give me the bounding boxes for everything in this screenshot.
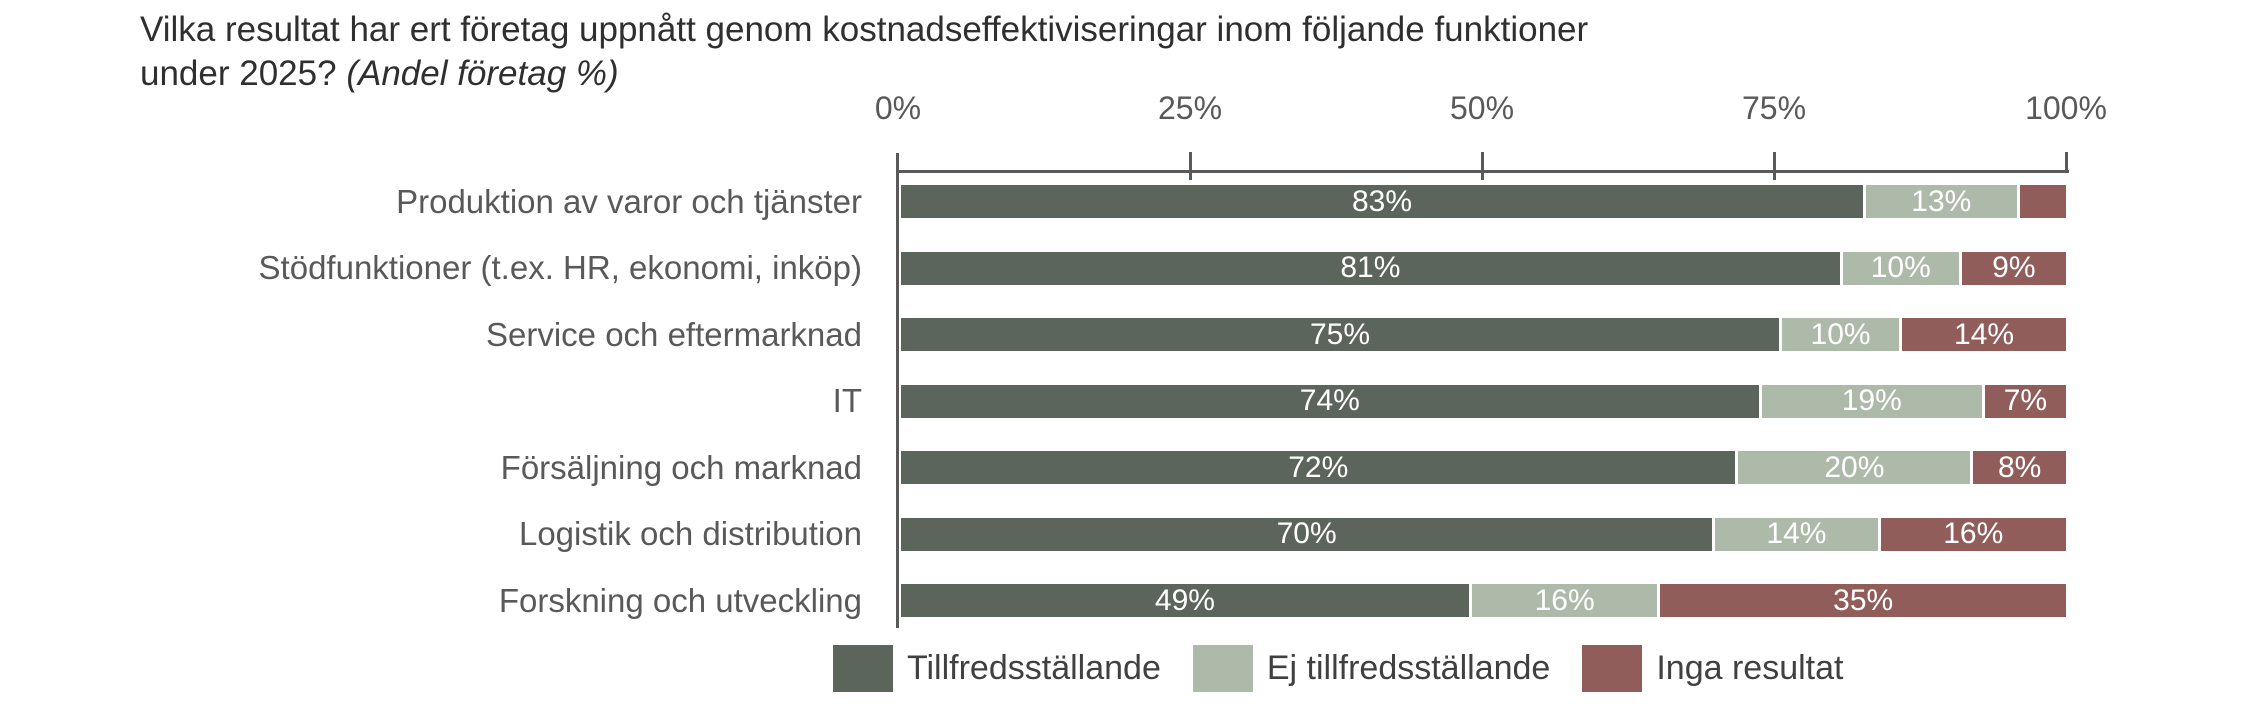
bar-value-label: 70% (1276, 517, 1337, 551)
x-tick-label: 50% (1449, 90, 1515, 126)
chart-title-line2: under 2025? (140, 54, 337, 93)
bar-segment: 81% (901, 251, 1840, 285)
bar-value-label: 10% (1870, 251, 1931, 285)
bar-value-label: 13% (1911, 185, 1972, 218)
category-label: Produktion av varor och tjänster (396, 182, 862, 220)
bar-value-label: 49% (1154, 584, 1215, 617)
bar-value-label: 35% (1833, 584, 1894, 617)
bar-row: 70% 14% 16% (901, 517, 2066, 551)
legend-item: Tillfredsställande (833, 645, 1161, 692)
x-tick-label: 75% (1741, 90, 1807, 126)
legend-label: Ej tillfredsställande (1266, 649, 1551, 687)
bar-segment: 16% (1468, 584, 1658, 617)
bar-value-label: 14% (1954, 318, 2015, 351)
legend-swatch (833, 645, 893, 692)
x-tick-label: 25% (1157, 90, 1223, 126)
bar-row: 49% 16% 35% (901, 584, 2066, 617)
bar-value-label: 83% (1351, 185, 1412, 218)
bar-segment: 8% (1970, 451, 2066, 484)
x-tick-mark (1189, 152, 1192, 180)
bar-value-label: 7% (2003, 384, 2048, 418)
bar-row: 72% 20% 8% (901, 451, 2066, 484)
bar-value-label: 14% (1766, 517, 1827, 551)
category-label: Försäljning och marknad (500, 448, 862, 486)
bar-segment: 75% (901, 318, 1780, 351)
chart-title-line1: Vilka resultat har ert företag uppnått g… (140, 10, 1589, 49)
x-tick-mark (1773, 152, 1776, 180)
bar-segment: 9% (1958, 251, 2067, 285)
x-axis-line (898, 170, 2069, 173)
bar-segment: 10% (1839, 251, 1959, 285)
bar-segment: 16% (1877, 517, 2066, 551)
bar-row: 83% 13% (901, 185, 2066, 218)
category-label: Forskning och utveckling (498, 581, 862, 619)
chart-title: Vilka resultat har ert företag uppnått g… (140, 8, 2040, 96)
legend-swatch (1192, 645, 1253, 692)
legend: Tillfredsställande Ej tillfredsställande I… (833, 645, 1843, 692)
bar-value-label: 75% (1309, 318, 1371, 351)
legend-label: Inga resultat (1656, 649, 1844, 687)
x-tick-mark (1481, 152, 1484, 180)
bar-segment: 14% (1712, 517, 1878, 551)
bar-segment: 13% (1862, 185, 2017, 218)
legend-label: Tillfredsställande (907, 649, 1161, 687)
x-tick-label: 100% (2025, 90, 2107, 126)
bar-segment: 74% (901, 384, 1759, 418)
legend-item: Inga resultat (1582, 645, 1843, 692)
bar-value-label: 9% (1992, 251, 2036, 285)
bar-value-label: 19% (1841, 384, 1902, 418)
bar-row: 81% 10% 9% (901, 251, 2067, 285)
category-label: IT (832, 382, 862, 419)
bar-segment (2016, 185, 2066, 218)
bar-value-label: 8% (1997, 451, 2042, 484)
bar-segment: 20% (1735, 451, 1971, 484)
bar-value-label: 81% (1340, 251, 1401, 285)
bar-segment: 35% (1657, 584, 2066, 617)
legend-item: Ej tillfredsställande (1192, 645, 1551, 692)
category-label: Service och eftermarknad (485, 315, 862, 353)
category-label: Logistik och distribution (518, 515, 862, 552)
bar-segment: 72% (901, 451, 1736, 484)
bar-row: 74% 19% 7% (901, 384, 2066, 418)
bar-value-label: 16% (1943, 517, 2004, 551)
category-label: Stödfunktioner (t.ex. HR, ekonomi, inköp… (258, 249, 862, 286)
bar-segment: 7% (1981, 384, 2066, 418)
bar-value-label: 72% (1288, 451, 1349, 484)
bar-segment: 49% (901, 584, 1469, 617)
bar-row: 75% 10% 14% (901, 318, 2067, 351)
bar-segment: 19% (1758, 384, 1982, 418)
bar-segment: 14% (1899, 318, 2067, 351)
y-axis-line (896, 153, 899, 628)
x-tick-mark (2065, 152, 2068, 173)
x-tick-label: 0% (874, 90, 922, 126)
legend-swatch (1582, 645, 1643, 692)
bar-value-label: 16% (1534, 584, 1595, 617)
bar-value-label: 20% (1824, 451, 1885, 484)
chart-subtitle: (Andel företag %) (346, 54, 619, 93)
bar-value-label: 10% (1810, 318, 1871, 351)
bar-segment: 10% (1779, 318, 1900, 351)
bar-value-label: 74% (1299, 384, 1360, 418)
bar-segment: 70% (901, 517, 1713, 551)
bar-segment: 83% (901, 185, 1863, 218)
